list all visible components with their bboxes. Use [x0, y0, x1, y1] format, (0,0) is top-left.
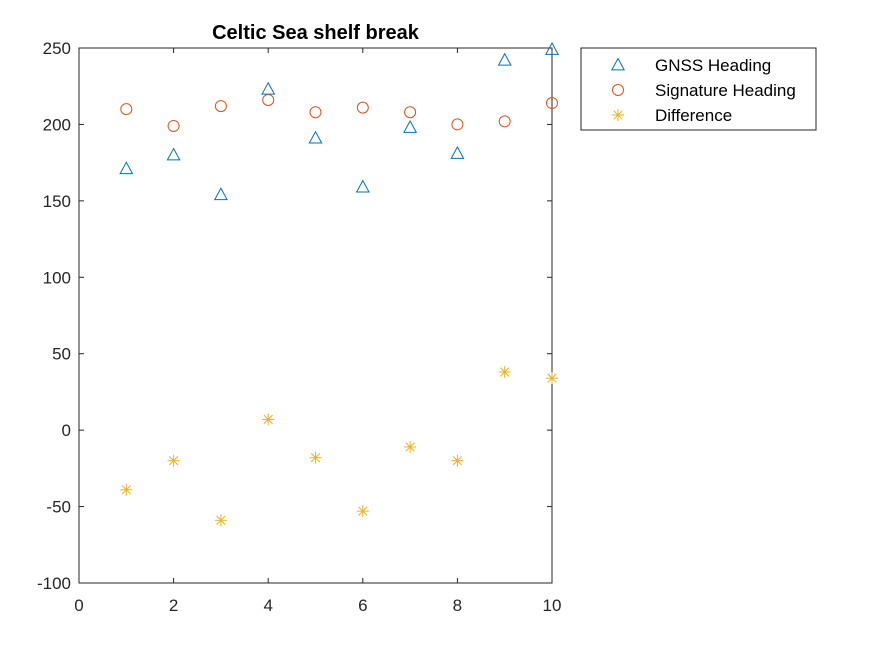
y-tick-label: 100 [43, 268, 71, 287]
data-point-signature-heading [167, 119, 180, 132]
data-point-signature-heading [214, 100, 227, 113]
y-tick-label: 150 [43, 192, 71, 211]
legend-marker-gnss-heading [610, 57, 626, 71]
series-signature-heading [120, 93, 558, 132]
legend-marker-difference [612, 109, 624, 121]
x-tick-label: 4 [263, 596, 272, 615]
data-point-difference [451, 454, 464, 467]
x-tick-label: 10 [543, 596, 562, 615]
legend-label-difference: Difference [655, 106, 732, 125]
series-layer [119, 41, 560, 527]
data-point-difference [546, 372, 558, 385]
data-point-gnss-heading [308, 130, 323, 144]
data-point-gnss-heading [497, 52, 512, 66]
data-point-gnss-heading [355, 179, 370, 193]
data-point-signature-heading [309, 106, 322, 119]
data-point-signature-heading [120, 103, 133, 116]
data-point-gnss-heading [119, 161, 134, 175]
x-tick-label: 8 [453, 596, 462, 615]
data-point-signature-heading [404, 106, 417, 119]
x-tick-label: 6 [358, 596, 367, 615]
y-tick-label: 0 [62, 421, 71, 440]
legend: GNSS Heading Signature Heading Differenc… [580, 47, 817, 131]
series-gnss-heading [119, 41, 560, 201]
data-point-gnss-heading [450, 145, 465, 159]
x-tick-labels: 0 2 4 6 8 10 [74, 596, 561, 615]
data-point-signature-heading [498, 115, 511, 128]
data-point-signature-heading [451, 118, 464, 131]
data-point-gnss-heading [213, 187, 228, 201]
data-point-difference [262, 413, 275, 426]
y-tick-label: 250 [43, 39, 71, 58]
data-point-difference [309, 451, 322, 464]
axis-ticks [78, 47, 553, 584]
data-point-difference [120, 483, 133, 496]
data-point-signature-heading [356, 101, 369, 114]
y-tick-label: -50 [46, 498, 71, 517]
data-point-gnss-heading [544, 41, 560, 55]
legend-markers [610, 57, 626, 121]
x-tick-label: 0 [74, 596, 83, 615]
legend-marker-signature-heading [612, 84, 624, 96]
data-point-signature-heading [262, 93, 275, 106]
legend-label-signature-heading: Signature Heading [655, 81, 796, 100]
data-point-gnss-heading [403, 119, 418, 133]
data-point-difference [404, 440, 417, 453]
y-tick-label: 200 [43, 115, 71, 134]
x-tick-label: 2 [169, 596, 178, 615]
data-point-difference [214, 514, 227, 527]
y-tick-label: -100 [37, 574, 71, 593]
data-point-signature-heading [546, 97, 558, 110]
legend-label-gnss-heading: GNSS Heading [655, 56, 771, 75]
y-tick-label: 50 [52, 345, 71, 364]
chart-title: Celtic Sea shelf break [212, 22, 420, 44]
y-tick-labels: -100 -50 0 50 100 150 200 250 [37, 39, 71, 593]
data-point-gnss-heading [166, 147, 181, 161]
data-point-difference [356, 505, 369, 518]
data-point-difference [167, 454, 180, 467]
plot-area [78, 47, 553, 584]
series-difference [120, 366, 558, 527]
data-point-difference [498, 366, 511, 379]
